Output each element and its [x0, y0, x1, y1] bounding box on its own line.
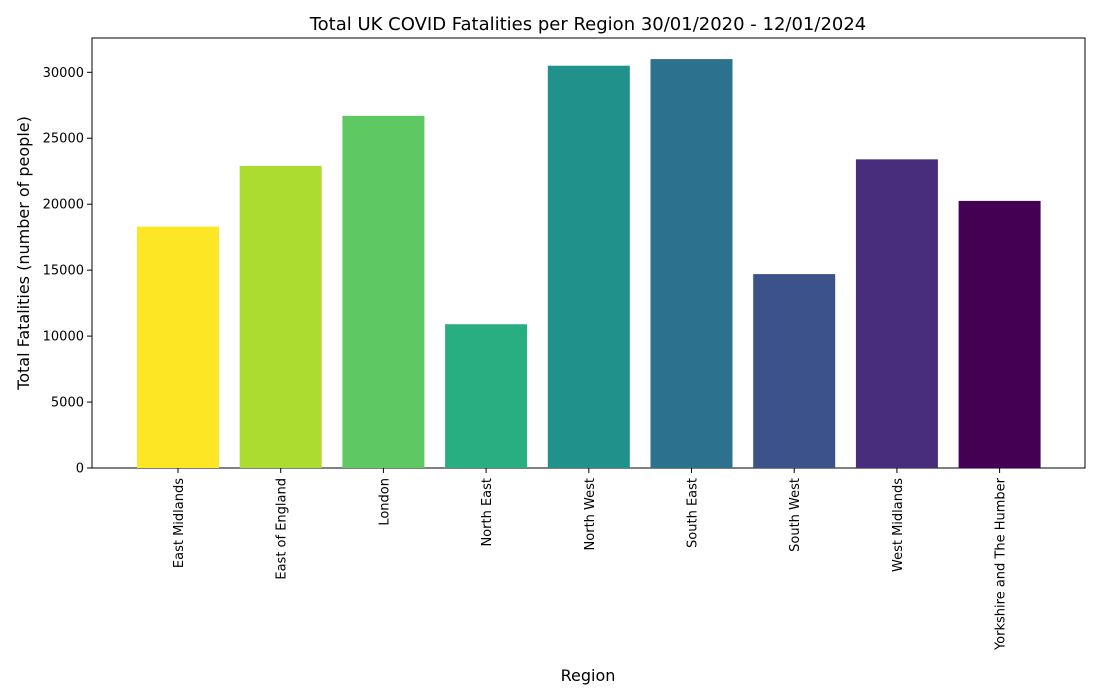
bar-london — [342, 115, 425, 468]
bar-north-west — [547, 65, 630, 468]
x-tick-label: North East — [480, 478, 495, 547]
bar-south-east — [650, 59, 733, 468]
x-tick-label: London — [377, 478, 392, 526]
bar-east-midlands — [137, 226, 219, 468]
x-tick-label: South East — [686, 478, 701, 548]
bar-west-midlands — [855, 159, 938, 469]
x-tick-label: West Midlands — [891, 478, 906, 572]
bar-north-east — [445, 324, 528, 468]
x-axis: East Midlands East of England London North … — [172, 468, 1009, 651]
x-tick-label: South West — [788, 478, 803, 552]
x-tick-label: East of England — [275, 478, 290, 580]
y-tick-label: 30000 — [43, 66, 84, 81]
x-tick-label: East Midlands — [172, 478, 187, 568]
bar-yorkshire-and-the-humber — [958, 200, 1041, 468]
y-tick-label: 10000 — [43, 330, 84, 345]
bar-south-west — [753, 274, 836, 468]
x-axis-label: Region — [561, 666, 616, 685]
chart-title: Total UK COVID Fatalities per Region 30/… — [309, 14, 867, 35]
y-axis: 0 5000 10000 15000 20000 25000 30000 — [43, 66, 92, 477]
y-tick-label: 15000 — [43, 264, 84, 279]
y-tick-label: 0 — [76, 462, 84, 477]
y-tick-label: 20000 — [43, 198, 84, 213]
y-axis-label: Total Fatalities (number of people) — [14, 116, 33, 391]
x-tick-label: Yorkshire and The Humber — [994, 477, 1009, 651]
y-tick-label: 25000 — [43, 132, 84, 147]
x-tick-label: North West — [583, 478, 598, 550]
bar-east-of-england — [239, 165, 322, 469]
bars-group — [137, 59, 1041, 469]
y-tick-label: 5000 — [51, 396, 84, 411]
